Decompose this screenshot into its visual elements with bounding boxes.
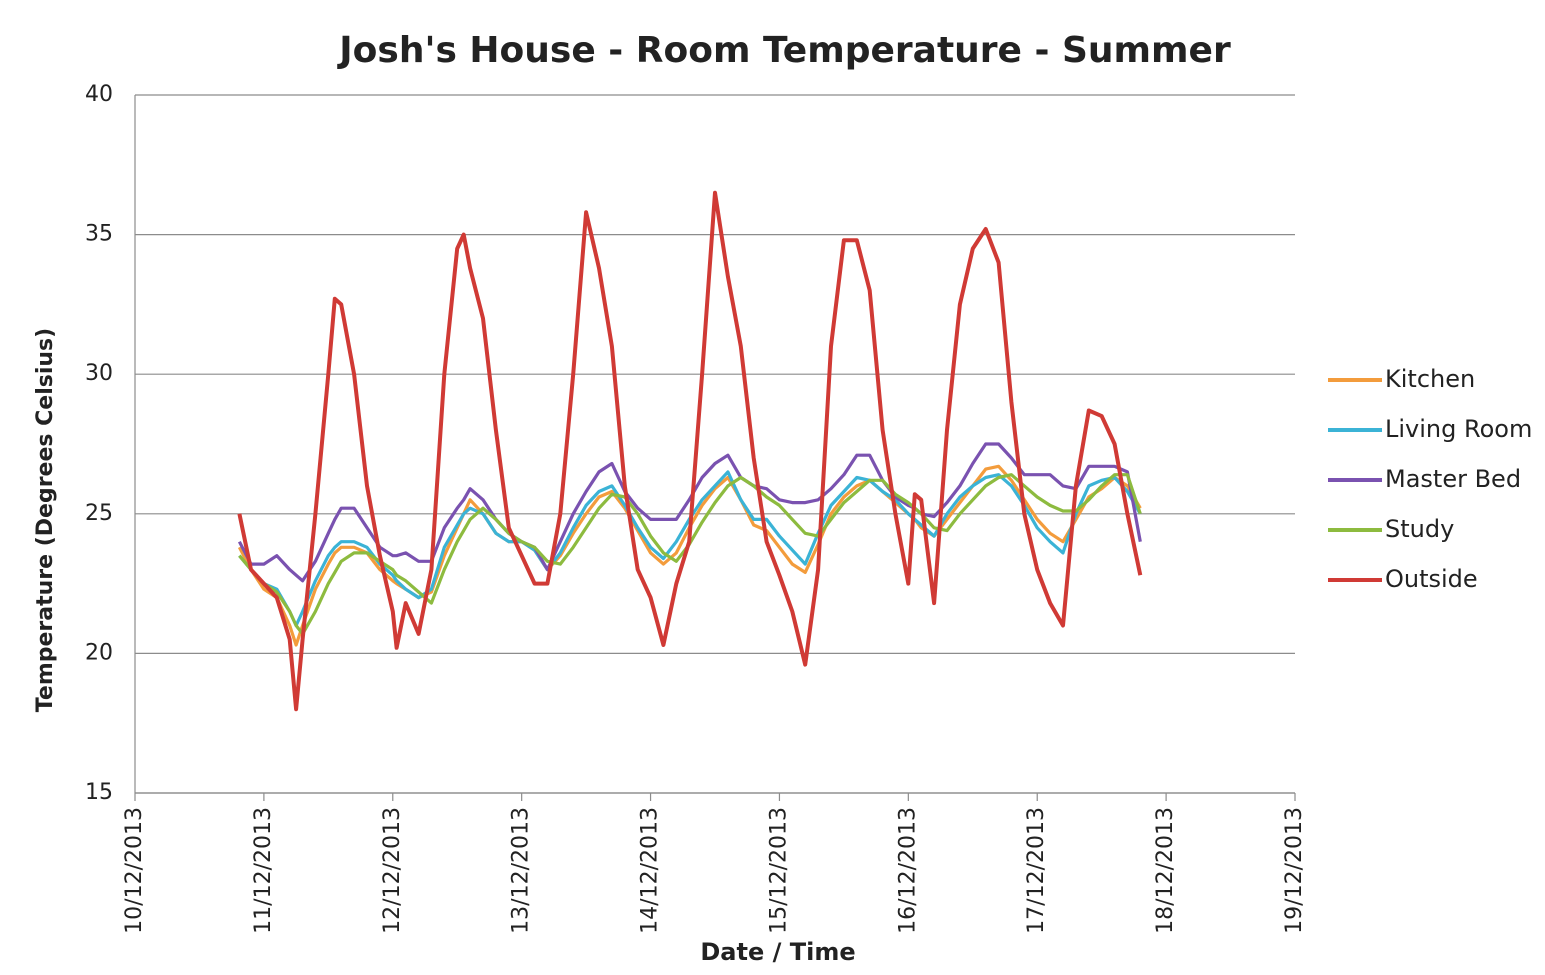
x-tick-label: 11/12/2013 bbox=[251, 807, 276, 934]
x-tick-label: 13/12/2013 bbox=[509, 807, 534, 934]
y-tick-label: 25 bbox=[85, 501, 113, 526]
y-tick-label: 35 bbox=[85, 222, 113, 247]
x-tick-label: 14/12/2013 bbox=[638, 807, 663, 934]
x-axis-label: Date / Time bbox=[700, 938, 855, 966]
x-tick-label: 18/12/2013 bbox=[1153, 807, 1178, 934]
legend-label: Study bbox=[1385, 515, 1454, 543]
y-tick-label: 15 bbox=[85, 780, 113, 805]
y-tick-label: 30 bbox=[85, 361, 113, 386]
y-tick-label: 40 bbox=[85, 82, 113, 107]
chart-title: Josh's House - Room Temperature - Summer bbox=[336, 30, 1231, 71]
y-tick-label: 20 bbox=[85, 640, 113, 665]
y-axis-label: Temperature (Degrees Celsius) bbox=[33, 328, 58, 712]
x-tick-label: 15/12/2013 bbox=[766, 807, 791, 934]
series-line bbox=[237, 442, 1142, 583]
x-tick-label: 12/12/2013 bbox=[380, 807, 405, 934]
x-tick-label: 10/12/2013 bbox=[122, 807, 147, 934]
x-tick-label: 16/12/2013 bbox=[895, 807, 920, 934]
series-line bbox=[238, 473, 1142, 636]
legend-label: Kitchen bbox=[1385, 365, 1475, 393]
legend-label: Living Room bbox=[1385, 415, 1532, 443]
series-line bbox=[237, 190, 1143, 712]
x-tick-label: 17/12/2013 bbox=[1024, 807, 1049, 934]
x-tick-label: 19/12/2013 bbox=[1282, 807, 1307, 934]
legend-label: Master Bed bbox=[1385, 465, 1521, 493]
legend-label: Outside bbox=[1385, 565, 1478, 593]
